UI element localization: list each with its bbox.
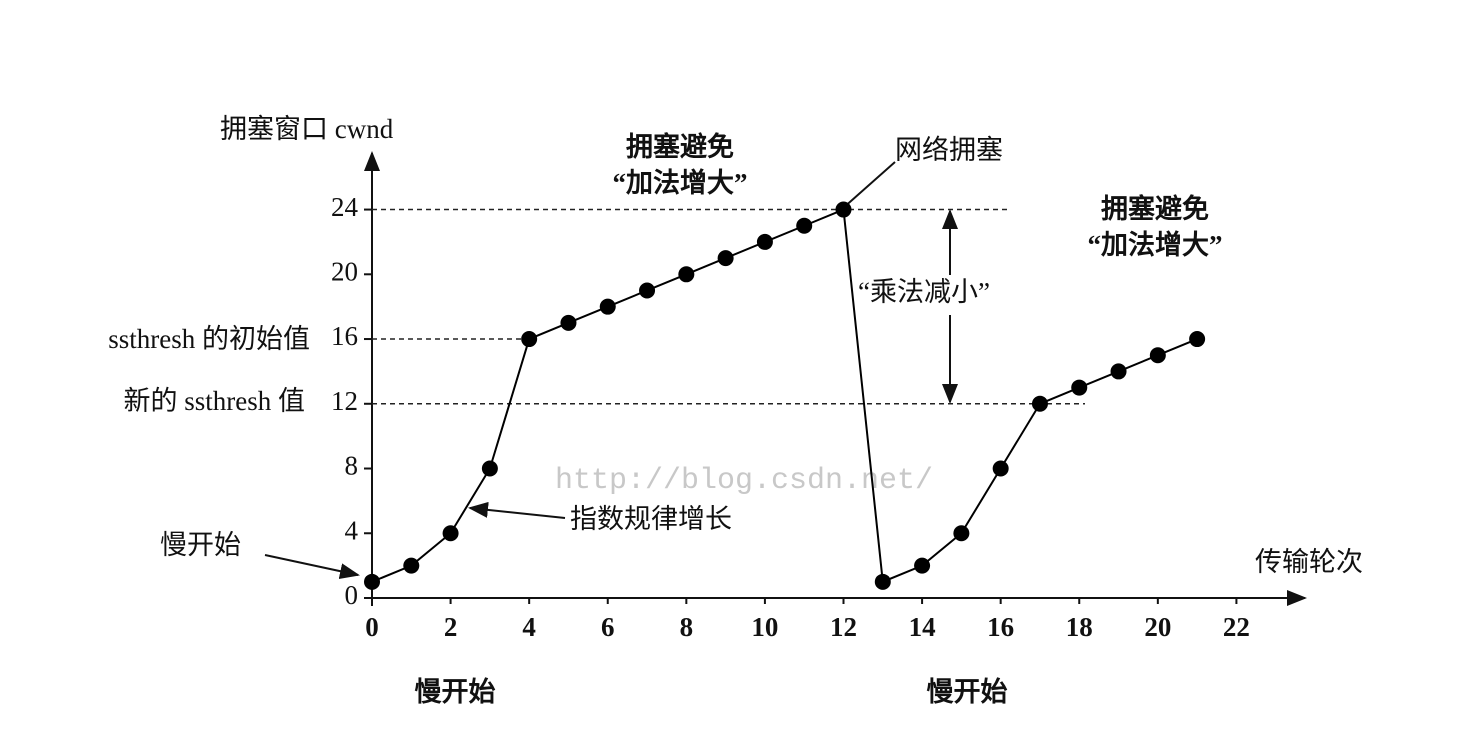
arrow [468,501,566,519]
data-point [1071,379,1088,396]
data-point [914,557,931,574]
data-point [442,525,459,542]
y-tick-label: 8 [345,451,359,481]
data-point [1031,395,1048,412]
data-point [1189,331,1206,348]
watermark: http://blog.csdn.net/ [555,464,933,498]
y-tick-label: 12 [331,386,358,416]
x-tick-label: 10 [751,612,778,642]
data-point [1110,363,1127,380]
annotation: 拥塞避免 [1101,193,1209,224]
data-point [835,201,852,218]
data-point [521,331,538,348]
x-axis-label: 传输轮次 [1255,547,1363,577]
x-tick-label: 8 [680,612,694,642]
data-point [1149,347,1166,364]
data-point [796,217,813,234]
data-point [639,282,656,299]
annotation: 网络拥塞 [895,135,1003,165]
data-point [678,266,695,283]
data-point [481,460,498,477]
y-axis-label: 拥塞窗口 cwnd [220,114,394,144]
data-point [992,460,1009,477]
annotation: “加法增大” [613,167,748,198]
data-point [717,250,734,267]
annotation: “加法增大” [1088,229,1223,260]
pointer-line [841,161,896,210]
data-point [364,573,380,590]
x-tick-label: 4 [522,612,536,642]
x-tick-label: 18 [1066,612,1093,642]
x-tick-label: 12 [830,612,857,642]
x-tick-label: 22 [1223,612,1250,642]
arrow [264,554,360,580]
y-tick-label: 24 [331,192,359,222]
data-point [560,314,577,331]
data-point [953,525,970,542]
annotation: “乘法减小” [858,277,990,307]
data-point [599,298,616,315]
x-tick-label: 20 [1144,612,1171,642]
x-tick-label: 16 [987,612,1014,642]
y-tick-label: 4 [345,515,359,545]
annotation: ssthresh 的初始值 [108,324,310,354]
annotation: 慢开始 [415,676,496,707]
data-point [756,233,773,250]
annotation: 拥塞避免 [626,131,734,162]
data-line [371,208,1198,584]
annotation: 慢开始 [927,676,1008,707]
annotation: 指数规律增长 [570,504,732,534]
data-point [403,557,420,574]
y-tick-label: 16 [331,321,358,351]
x-tick-label: 0 [365,612,379,642]
y-tick-label: 0 [345,580,359,610]
x-tick-label: 2 [444,612,458,642]
data-point [874,573,891,590]
x-tick-label: 6 [601,612,615,642]
annotation: 慢开始 [160,530,241,560]
x-tick-label: 14 [909,612,936,642]
annotation: 新的 ssthresh 值 [124,386,306,416]
y-tick-label: 20 [331,256,358,286]
